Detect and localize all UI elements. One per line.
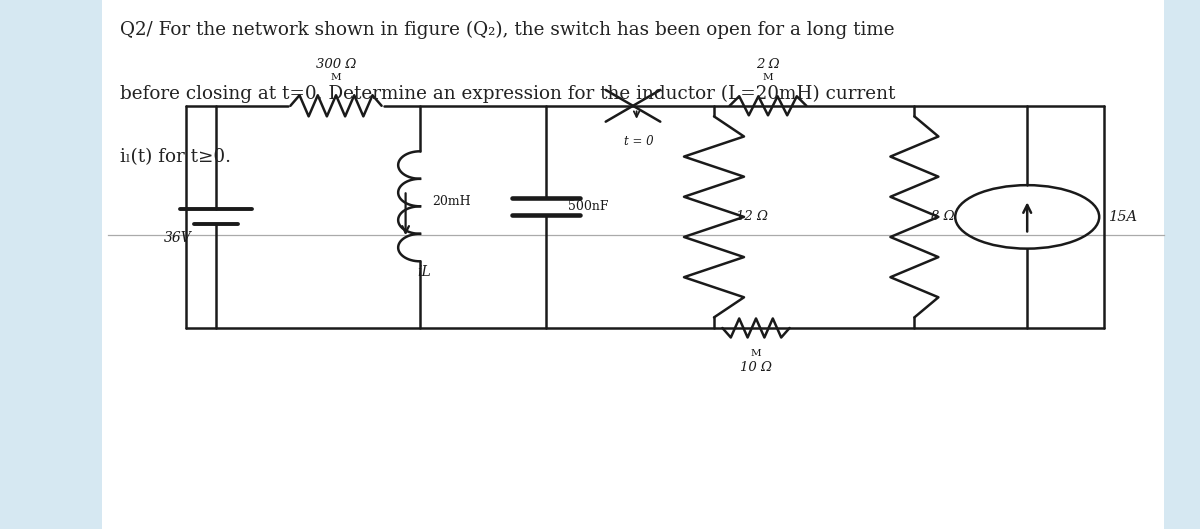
FancyBboxPatch shape [102,0,1164,529]
Text: 15A: 15A [1109,210,1138,224]
Text: 500nF: 500nF [568,200,608,213]
Text: before closing at t=0. Determine an expression for the inductor (L=20mH) current: before closing at t=0. Determine an expr… [120,85,895,103]
Text: iₗ(t) for t≥0.: iₗ(t) for t≥0. [120,148,230,166]
Text: 300 Ω: 300 Ω [316,58,356,71]
Text: 36V: 36V [164,231,192,245]
Text: M: M [331,73,341,82]
Text: 8 Ω: 8 Ω [931,211,955,223]
Text: M: M [763,73,773,82]
Text: Q2/ For the network shown in figure (Q₂), the switch has been open for a long ti: Q2/ For the network shown in figure (Q₂)… [120,21,895,39]
Text: 12 Ω: 12 Ω [736,211,768,223]
Text: 20mH: 20mH [432,195,470,207]
Text: 2 Ω: 2 Ω [756,58,780,71]
Text: 10 Ω: 10 Ω [740,361,772,374]
Text: iL: iL [418,264,431,278]
Text: M: M [751,349,761,358]
Text: t = 0: t = 0 [624,135,654,148]
